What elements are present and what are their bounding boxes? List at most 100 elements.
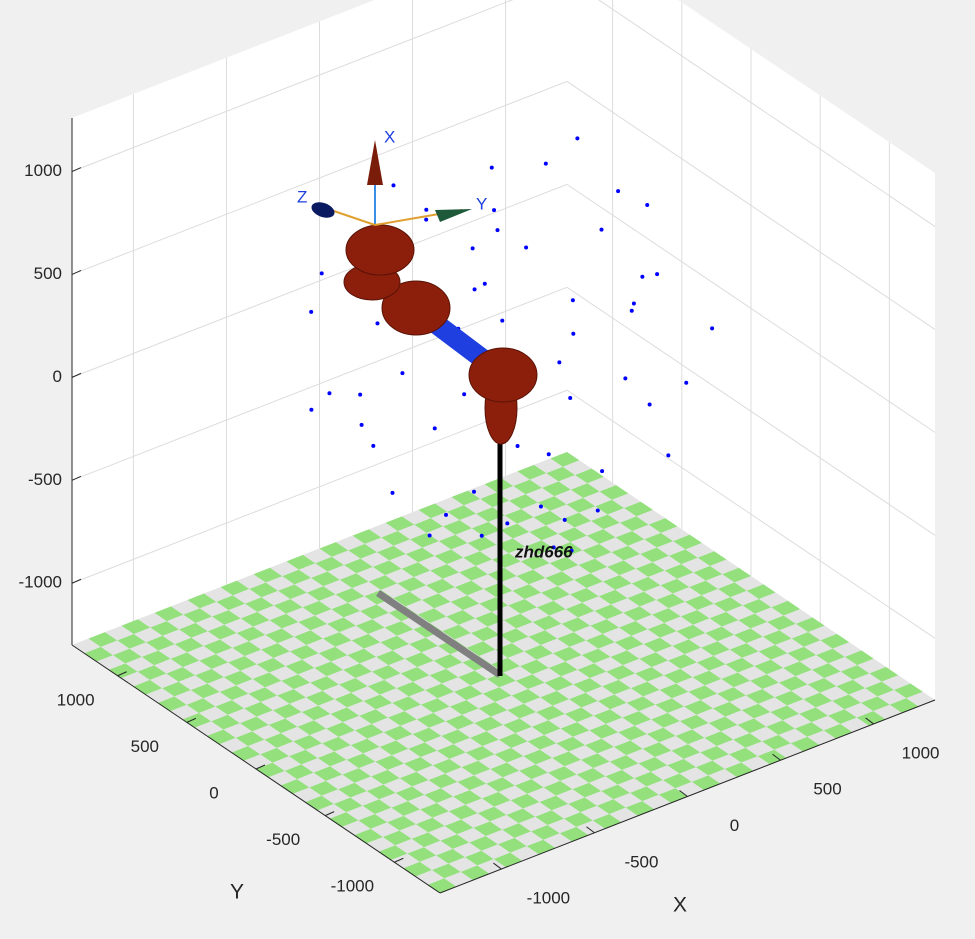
floor-tile [441,729,471,745]
floor-tile [303,548,332,564]
floor-tile [280,726,310,742]
point [427,533,432,538]
floor-tile [568,745,598,760]
floor-tile [733,680,763,696]
floor-tile [371,717,401,733]
floor-tile [619,621,648,636]
point [640,274,645,279]
floor-tile [615,531,645,546]
floor-tile [705,574,735,589]
floor-tile [434,601,463,617]
floor-tile [722,567,751,583]
floor-tile [701,641,730,656]
floor-tile [799,707,828,723]
floor-tile [331,602,361,618]
floor-tile [597,694,627,710]
floor-tile [572,782,602,798]
floor-tile [359,656,389,672]
floor-tile [643,637,673,653]
floor-tile [368,575,398,590]
floor-tile [660,578,690,594]
floor-tile [828,656,858,672]
floor-tile [712,701,742,717]
floor-tile [410,532,439,548]
floor-tile [552,699,582,714]
floor-tile [695,760,725,776]
floor-tile [186,698,216,713]
floor-tile [583,491,612,507]
floor-tile [399,771,429,787]
floor-tile [187,593,217,609]
x-tick [679,790,688,797]
floor-tile [231,693,261,709]
floor-tile [290,592,320,608]
floor-tile [429,668,459,684]
floor-tile [261,643,290,658]
floor-tile [599,485,629,500]
floor-tile [578,558,608,574]
floor-tile [614,635,644,651]
floor-tile [446,610,476,625]
frame-arrow [367,140,383,185]
floor-tile [256,657,286,673]
floor-tile [387,815,416,831]
floor-tile [343,610,373,626]
floor-tile [178,675,208,690]
floor-tile [350,791,380,806]
floor-tile [572,730,602,746]
floor-tile [481,791,511,807]
floor-tile [370,822,400,837]
floor-tile [634,771,663,787]
floor-tile [516,569,546,585]
floor-tile [561,565,591,580]
floor-tile [368,627,397,643]
floor-tile [634,719,664,735]
floor-tile [533,510,563,526]
floor-tile [655,645,685,661]
floor-tile [253,620,282,635]
floor-tile [827,709,857,724]
floor-tile [457,775,487,791]
floor-tile [610,598,640,613]
z-tick [71,372,82,378]
floor-tile [601,732,631,747]
grid-line [597,0,936,227]
floor-tile [367,732,397,747]
floor-tile [524,644,553,660]
robot-base-link [376,590,502,678]
floor-tile [438,534,468,550]
floor-tile [141,650,171,666]
floor-tile [536,653,566,668]
floor-tile [522,802,552,817]
floor-tile [512,531,542,547]
floor-tile [429,721,458,736]
floor-tile [384,673,413,689]
floor-tile [729,695,759,711]
floor-tile [696,708,726,723]
floor-tile [543,780,573,796]
floor-tile [363,642,393,657]
floor-tile [475,611,504,627]
floor-tile [511,741,540,757]
floor-tile [515,726,545,742]
floor-tile [289,697,319,713]
z-tick [71,269,82,275]
floor-tile [513,479,543,495]
floor-tile [364,537,394,553]
floor-tile [223,723,253,738]
floor-tile [759,592,788,608]
floor-tile [617,778,647,793]
floor-tile [824,671,853,687]
floor-tile [285,659,315,675]
floor-tile [215,700,245,715]
floor-tile [652,608,681,623]
floor-tile [462,603,492,619]
floor-tile [150,621,180,636]
floor-tile [659,683,689,699]
floor-tile [379,792,408,808]
floor-tile [385,516,415,532]
floor-tile [676,572,706,588]
floor-tile [807,677,837,693]
floor-tile [697,551,727,566]
